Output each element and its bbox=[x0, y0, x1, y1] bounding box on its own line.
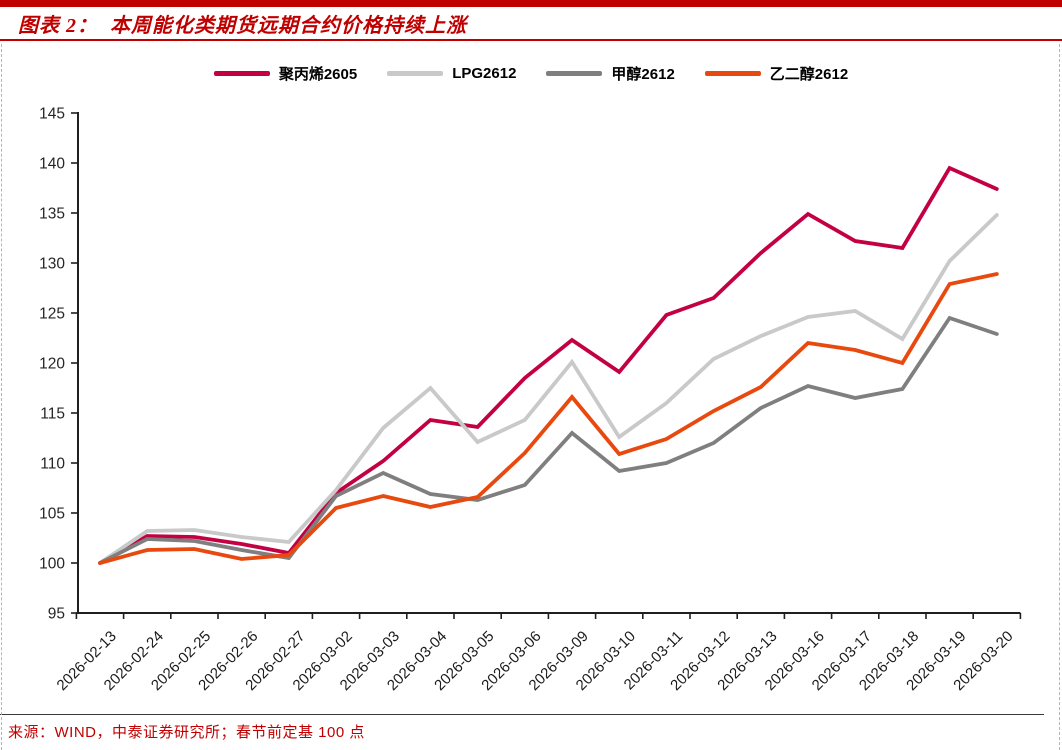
series-line bbox=[98, 272, 999, 565]
source-note: 来源：WIND，中泰证券研究所；春节前定基 100 点 bbox=[8, 724, 365, 741]
y-tick-label: 120 bbox=[39, 356, 65, 373]
y-axis-ticks: 95 100 105 110 115 120 125 130 135 140 145 bbox=[39, 106, 78, 623]
top-accent-bar bbox=[0, 0, 1062, 7]
y-tick-label: 140 bbox=[39, 156, 65, 173]
y-tick-label: 105 bbox=[39, 506, 65, 523]
series-color-swatch bbox=[546, 70, 603, 76]
series-lines bbox=[98, 165, 999, 565]
title-divider bbox=[0, 39, 1062, 41]
y-tick-label: 130 bbox=[39, 256, 65, 273]
figure-title: 图表 2： 本周能化类期货远期合约价格持续上涨 bbox=[18, 15, 467, 37]
legend-label: 甲醇2612 bbox=[611, 65, 675, 83]
legend-item: 聚丙烯2605 bbox=[213, 63, 358, 84]
y-tick-label: 95 bbox=[48, 606, 65, 623]
series-color-swatch bbox=[213, 70, 270, 76]
y-tick-label: 135 bbox=[39, 206, 65, 223]
chart-object-border-right bbox=[1059, 44, 1060, 750]
series-color-swatch bbox=[387, 70, 444, 76]
series-line bbox=[98, 315, 999, 565]
legend-label: 聚丙烯2605 bbox=[278, 65, 358, 83]
legend-label: LPG2612 bbox=[452, 64, 517, 82]
y-tick-label: 110 bbox=[40, 456, 65, 473]
legend-item: 甲醇2612 bbox=[546, 63, 675, 84]
x-axis-ticks: 2026-02-132026-02-242026-02-252026-02-26… bbox=[54, 613, 1022, 694]
source-divider bbox=[0, 714, 1044, 715]
y-tick-label: 125 bbox=[39, 306, 65, 323]
chart-object-border-left bbox=[1, 44, 2, 750]
legend-label: 乙二醇2612 bbox=[769, 65, 849, 83]
series-line bbox=[98, 165, 999, 565]
chart-legend: 聚丙烯2605 LPG2612 甲醇2612 乙二醇2612 bbox=[0, 60, 1062, 86]
y-tick-label: 100 bbox=[39, 556, 65, 573]
series-line bbox=[98, 213, 999, 565]
legend-item: LPG2612 bbox=[387, 65, 516, 82]
y-tick-label: 115 bbox=[40, 406, 65, 423]
y-tick-label: 145 bbox=[39, 106, 65, 123]
line-chart: 95 100 105 110 115 120 125 130 135 140 145 2026-02-… bbox=[39, 106, 1022, 694]
legend-item: 乙二醇2612 bbox=[704, 63, 849, 84]
series-color-swatch bbox=[704, 70, 761, 76]
